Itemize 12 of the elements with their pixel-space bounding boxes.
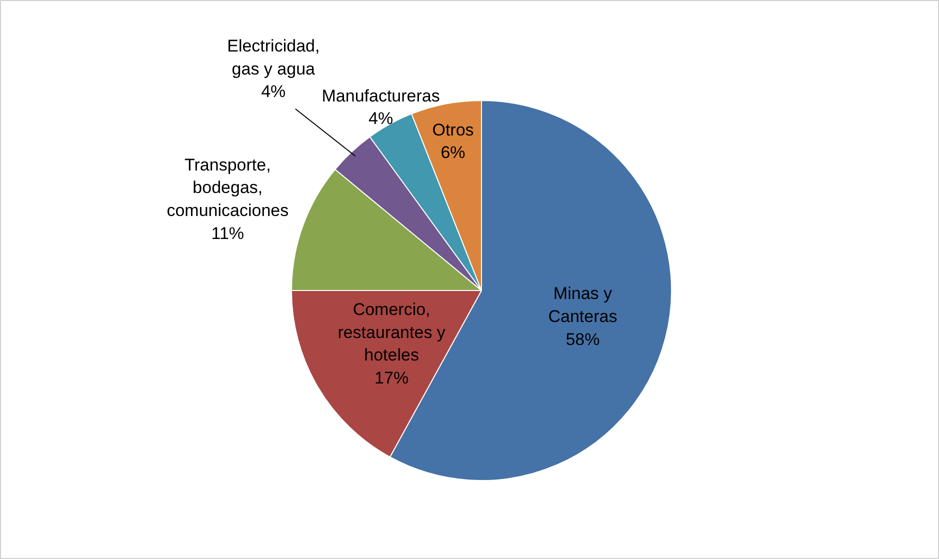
slice-label: Comercio, restaurantes y hoteles xyxy=(338,300,446,365)
slice-label: Transporte, bodegas, comunicaciones xyxy=(166,155,289,220)
data-label: 6% xyxy=(440,143,466,162)
slice-label: Otros xyxy=(432,120,474,140)
slice-label: Electricidad, gas y agua xyxy=(227,36,320,78)
data-label: 4% xyxy=(261,82,286,102)
data-label: 11% xyxy=(211,224,244,243)
data-label: 4% xyxy=(368,109,394,128)
data-label: 58% xyxy=(566,330,600,349)
slice-label: Manufactureras xyxy=(322,86,440,106)
slice-label: Minas y Canteras xyxy=(548,284,618,326)
data-label: 17% xyxy=(374,368,409,388)
